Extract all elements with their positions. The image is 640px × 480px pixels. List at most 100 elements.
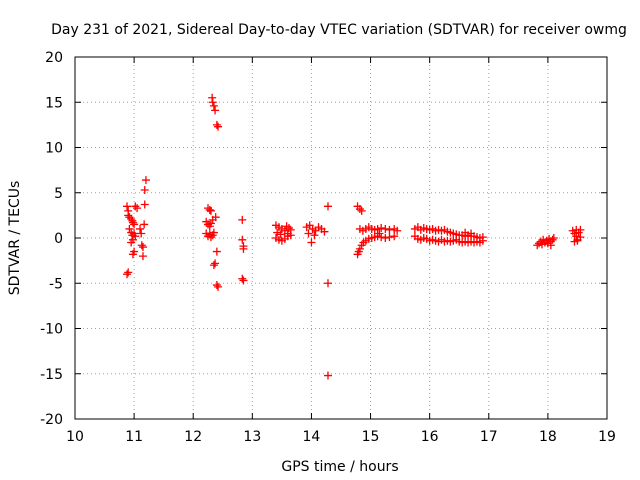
data-point bbox=[573, 236, 582, 245]
data-point bbox=[123, 270, 132, 279]
data-point bbox=[206, 219, 215, 228]
data-point bbox=[461, 228, 470, 237]
data-point bbox=[137, 241, 146, 250]
data-point bbox=[239, 276, 248, 285]
y-tick-label: 0 bbox=[54, 231, 63, 247]
data-point bbox=[467, 229, 476, 238]
data-point bbox=[130, 247, 139, 256]
data-point bbox=[137, 229, 146, 238]
y-tick-label: -5 bbox=[49, 276, 63, 292]
data-point bbox=[393, 226, 402, 235]
data-point bbox=[238, 215, 247, 224]
data-point bbox=[238, 274, 247, 283]
data-point bbox=[375, 229, 384, 238]
data-point bbox=[209, 228, 218, 237]
data-point bbox=[381, 234, 390, 242]
data-point bbox=[130, 220, 139, 229]
x-tick-label: 18 bbox=[539, 429, 557, 445]
data-point bbox=[211, 106, 220, 115]
data-point bbox=[323, 202, 332, 211]
x-tick-label: 15 bbox=[362, 429, 380, 445]
data-point bbox=[310, 231, 319, 240]
data-point bbox=[283, 232, 292, 241]
data-point bbox=[214, 282, 223, 291]
data-point bbox=[141, 176, 150, 185]
data-point bbox=[276, 230, 285, 239]
data-point bbox=[390, 232, 399, 241]
x-tick-label: 11 bbox=[125, 429, 143, 445]
data-point bbox=[320, 227, 329, 236]
data-point bbox=[546, 241, 555, 250]
data-point bbox=[140, 220, 149, 229]
data-point bbox=[323, 371, 332, 380]
data-point bbox=[209, 261, 218, 270]
data-point bbox=[286, 225, 295, 234]
x-tick-label: 13 bbox=[243, 429, 261, 445]
y-axis-label: SDTVAR / TECUs bbox=[7, 181, 23, 296]
data-point bbox=[377, 233, 386, 242]
y-tick-label: 15 bbox=[45, 95, 63, 111]
x-tick-label: 16 bbox=[421, 429, 439, 445]
x-tick-label: 14 bbox=[303, 429, 321, 445]
data-point bbox=[205, 205, 214, 214]
data-point bbox=[212, 120, 221, 129]
x-tick-label: 17 bbox=[480, 429, 498, 445]
data-point bbox=[212, 281, 221, 290]
data-point bbox=[307, 238, 316, 247]
data-point bbox=[140, 186, 149, 195]
chart-title: Day 231 of 2021, Sidereal Day-to-day VTE… bbox=[51, 22, 627, 38]
data-point bbox=[273, 228, 282, 237]
data-point bbox=[548, 235, 557, 244]
data-point bbox=[138, 252, 147, 261]
data-point bbox=[478, 236, 487, 245]
grid bbox=[75, 57, 607, 419]
data-points bbox=[123, 93, 585, 380]
data-point bbox=[127, 214, 136, 223]
x-tick-label: 19 bbox=[598, 429, 616, 445]
y-tick-label: -15 bbox=[40, 367, 63, 383]
data-point bbox=[133, 204, 142, 213]
data-point bbox=[140, 200, 149, 209]
data-point bbox=[206, 233, 215, 242]
data-point bbox=[128, 218, 137, 227]
data-point bbox=[124, 268, 133, 277]
y-tick-label: 10 bbox=[45, 141, 63, 157]
x-tick-label: 12 bbox=[184, 429, 202, 445]
data-point bbox=[304, 229, 313, 238]
data-point bbox=[537, 240, 546, 249]
data-point bbox=[211, 213, 220, 222]
data-point bbox=[385, 233, 394, 242]
data-point bbox=[214, 122, 223, 131]
data-point bbox=[572, 225, 581, 234]
data-point bbox=[138, 243, 147, 252]
data-point bbox=[381, 224, 390, 233]
data-point bbox=[127, 238, 136, 247]
data-point bbox=[238, 235, 247, 244]
x-tick-label: 10 bbox=[66, 429, 84, 445]
y-tick-label: -10 bbox=[40, 322, 63, 338]
y-tick-label: 20 bbox=[45, 50, 63, 66]
data-point bbox=[125, 224, 134, 233]
y-tick-label: -20 bbox=[40, 412, 63, 428]
data-point bbox=[323, 279, 332, 288]
data-point bbox=[355, 205, 364, 214]
data-point bbox=[377, 224, 386, 233]
data-point bbox=[131, 232, 140, 241]
data-point bbox=[123, 202, 132, 211]
data-point bbox=[284, 224, 293, 233]
data-point bbox=[136, 224, 145, 233]
y-tick-label: 5 bbox=[54, 186, 63, 202]
x-axis-label: GPS time / hours bbox=[281, 459, 398, 475]
data-point bbox=[131, 202, 140, 211]
data-point bbox=[373, 224, 382, 233]
data-point bbox=[549, 234, 558, 242]
data-point bbox=[212, 247, 221, 256]
data-point bbox=[211, 259, 220, 268]
data-point bbox=[533, 241, 542, 250]
data-point bbox=[206, 206, 215, 215]
data-point bbox=[355, 244, 364, 253]
data-point bbox=[385, 225, 394, 234]
data-point bbox=[357, 206, 366, 215]
data-point bbox=[239, 244, 248, 253]
